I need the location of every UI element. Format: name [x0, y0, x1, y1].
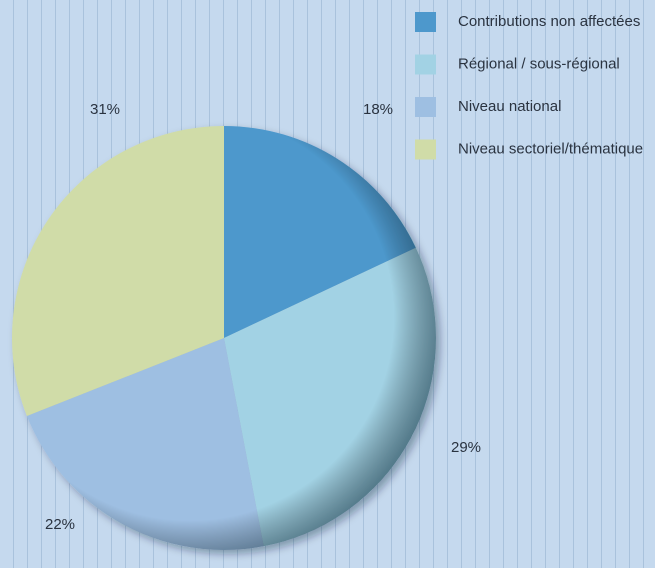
legend-label: Régional / sous-régional	[458, 55, 620, 72]
slice-label: 22%	[45, 516, 75, 533]
legend-swatch	[415, 139, 436, 160]
slice-label: 31%	[90, 101, 120, 118]
legend-label: Niveau sectoriel/thématique	[458, 140, 643, 157]
pie-shading	[12, 126, 436, 550]
legend-swatch	[415, 12, 436, 32]
legend-label: Niveau national	[458, 98, 561, 115]
legend-label: Contributions non affectées	[458, 13, 640, 30]
pie	[11, 126, 436, 550]
slice-label: 18%	[363, 101, 393, 118]
legend-swatch	[415, 54, 436, 75]
legend-swatch	[415, 97, 436, 117]
slice-label: 29%	[451, 439, 481, 456]
